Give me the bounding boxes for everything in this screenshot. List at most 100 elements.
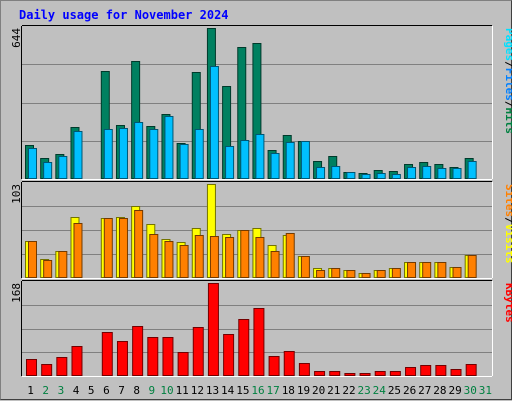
bar-kbytes-kbytes-7 <box>116 341 128 376</box>
x-tick-label-25: 25 <box>388 384 401 397</box>
bar-visits-sites-10 <box>164 241 174 278</box>
x-tick-label-15: 15 <box>236 384 249 397</box>
x-tick-label-28: 28 <box>433 384 446 397</box>
bar-hits-files-23 <box>361 174 371 179</box>
bar-hits-files-21 <box>331 166 341 179</box>
bar-kbytes-kbytes-16 <box>253 308 265 376</box>
panel-hits-ymax-label: 644 <box>10 28 23 48</box>
bar-kbytes-kbytes-11 <box>177 352 189 376</box>
x-tick-label-29: 29 <box>448 384 461 397</box>
bar-visits-sites-4 <box>73 223 83 278</box>
bar-visits-sites-27 <box>422 262 432 278</box>
x-tick-label-26: 26 <box>403 384 416 397</box>
bar-visits-sites-8 <box>134 210 144 278</box>
x-tick-label-30: 30 <box>464 384 477 397</box>
x-tick-label-14: 14 <box>221 384 235 397</box>
x-tick-label-27: 27 <box>418 384 431 397</box>
bar-kbytes-kbytes-20 <box>314 371 326 376</box>
bar-kbytes-kbytes-18 <box>283 351 295 376</box>
bar-hits-files-28 <box>437 168 447 179</box>
bar-visits-sites-23 <box>361 273 371 278</box>
bar-visits-sites-19 <box>300 256 310 278</box>
bar-hits-files-10 <box>164 116 174 179</box>
bar-hits-files-30 <box>467 161 477 179</box>
bar-kbytes-kbytes-14 <box>223 334 235 376</box>
bar-hits-files-6 <box>103 129 113 179</box>
x-tick-label-24: 24 <box>373 384 387 397</box>
bar-kbytes-kbytes-24 <box>374 371 386 376</box>
bar-kbytes-kbytes-12 <box>192 327 204 376</box>
legend-item-files: Files <box>503 68 512 101</box>
bar-hits-files-18 <box>285 142 295 179</box>
bar-visits-sites-13 <box>209 236 219 278</box>
x-tick-label-9: 9 <box>149 384 156 397</box>
bar-kbytes-kbytes-10 <box>162 337 174 376</box>
bar-visits-sites-30 <box>467 255 477 278</box>
x-tick-label-22: 22 <box>342 384 355 397</box>
x-tick-label-20: 20 <box>312 384 325 397</box>
bar-hits-files-27 <box>422 166 432 179</box>
legend-item-sites: Sites <box>503 184 512 217</box>
x-tick-label-10: 10 <box>160 384 173 397</box>
bar-hits-files-15 <box>240 140 250 179</box>
bar-hits-files-25 <box>391 174 401 179</box>
bar-visits-sites-12 <box>194 235 204 278</box>
bar-hits-files-12 <box>194 129 204 179</box>
bar-visits-sites-1 <box>28 241 37 278</box>
chart-title: Daily usage for November 2024 <box>19 8 229 22</box>
bar-visits-sites-28 <box>437 262 447 278</box>
legend-item-separator: / <box>503 61 512 68</box>
bar-visits-sites-6 <box>103 218 113 278</box>
bar-kbytes-kbytes-29 <box>450 369 462 376</box>
x-tick-label-31: 31 <box>479 384 492 397</box>
x-tick-label-2: 2 <box>42 384 49 397</box>
bar-kbytes-kbytes-3 <box>56 357 68 376</box>
bar-kbytes-kbytes-9 <box>147 337 159 376</box>
x-tick-label-16: 16 <box>251 384 264 397</box>
bar-hits-files-22 <box>346 172 356 179</box>
x-tick-label-5: 5 <box>88 384 95 397</box>
bar-hits-files-16 <box>255 134 265 179</box>
bar-kbytes-kbytes-19 <box>298 363 310 376</box>
bar-visits-sites-26 <box>407 262 417 278</box>
bar-kbytes-kbytes-23 <box>359 373 371 376</box>
bar-hits-files-7 <box>118 128 128 179</box>
bar-kbytes-kbytes-22 <box>344 373 356 376</box>
x-tick-label-21: 21 <box>327 384 340 397</box>
bar-hits-files-8 <box>134 122 144 179</box>
bar-hits-files-9 <box>149 129 159 179</box>
bar-kbytes-kbytes-30 <box>465 364 477 376</box>
bar-visits-sites-17 <box>270 251 280 278</box>
bar-hits-files-24 <box>376 173 386 179</box>
bar-kbytes-kbytes-17 <box>268 356 280 376</box>
bar-visits-sites-22 <box>346 270 356 278</box>
bar-visits-sites-29 <box>452 267 462 278</box>
bar-visits-sites-15 <box>240 230 250 278</box>
bar-visits-sites-20 <box>316 270 326 278</box>
bar-visits-sites-9 <box>149 234 159 278</box>
bar-kbytes-kbytes-2 <box>41 364 53 376</box>
legend-item-separator: / <box>503 101 512 108</box>
x-tick-label-11: 11 <box>176 384 189 397</box>
bar-visits-sites-21 <box>331 268 341 278</box>
bar-visits-sites-25 <box>391 268 401 278</box>
bar-hits-files-1 <box>28 148 37 179</box>
bar-hits-files-13 <box>209 66 219 179</box>
bar-visits-sites-18 <box>285 233 295 278</box>
bar-hits-files-29 <box>452 168 462 179</box>
legend-item-kbytes: KBytes <box>503 283 512 323</box>
bar-kbytes-kbytes-8 <box>132 326 144 376</box>
bar-hits-files-17 <box>270 153 280 179</box>
bar-kbytes-kbytes-6 <box>101 332 113 376</box>
bar-kbytes-kbytes-15 <box>238 319 250 376</box>
panel-kbytes-legend: KBytes <box>503 283 512 323</box>
bar-hits-files-20 <box>316 167 326 179</box>
legend-item-hits: Hits <box>503 108 512 135</box>
panel-hits-legend: Pages/Files/Hits <box>503 28 512 134</box>
x-tick-label-4: 4 <box>73 384 80 397</box>
bar-visits-sites-2 <box>43 260 53 278</box>
bar-hits-files-19 <box>300 141 310 179</box>
x-tick-label-17: 17 <box>267 384 280 397</box>
